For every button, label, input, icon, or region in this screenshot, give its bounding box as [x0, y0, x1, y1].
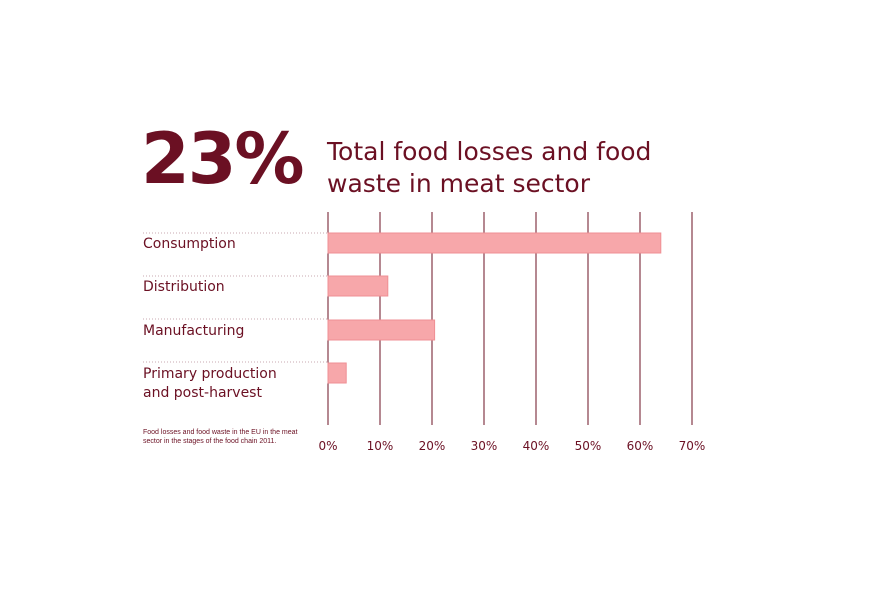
chart-title: Total food losses and food waste in meat…	[327, 137, 652, 198]
x-tick-label: 70%	[679, 439, 706, 453]
category-label: Primary production and post-harvest	[143, 366, 277, 401]
x-tick-label: 10%	[367, 439, 394, 453]
bar	[327, 362, 347, 384]
x-tick-label: 40%	[523, 439, 550, 453]
headline-stat: 23%	[141, 118, 305, 200]
bar	[327, 275, 389, 297]
category-label: Distribution	[143, 279, 225, 295]
chart-footnote: Food losses and food waste in the EU in …	[143, 429, 298, 445]
x-tick-label: 0%	[318, 439, 337, 453]
category-label: Manufacturing	[143, 323, 244, 339]
category-label: Consumption	[143, 236, 236, 252]
x-tick-label: 50%	[575, 439, 602, 453]
x-tick-label: 20%	[419, 439, 446, 453]
x-tick-label: 30%	[471, 439, 498, 453]
bar	[327, 319, 436, 341]
bar	[327, 232, 662, 254]
x-tick-label: 60%	[627, 439, 654, 453]
